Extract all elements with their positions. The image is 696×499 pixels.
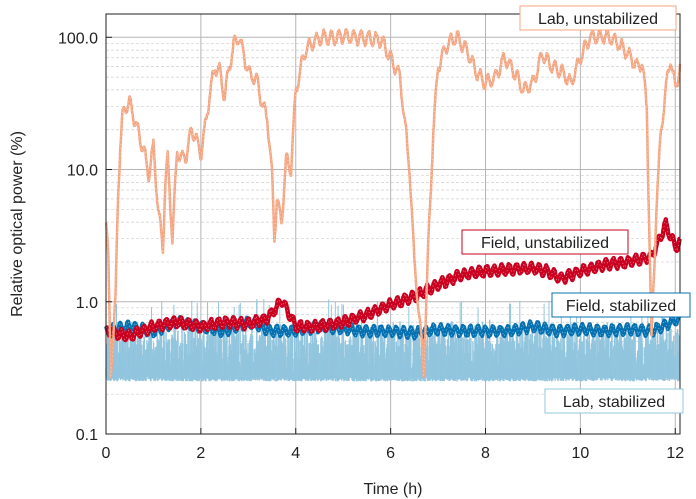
legend-box	[544, 388, 684, 414]
legend-box	[551, 292, 691, 318]
series-line	[104, 217, 682, 343]
x-tick-label: 0	[102, 445, 111, 462]
legend-layer: Lab, unstabilized Field, unstabilized Fiel…	[461, 5, 691, 414]
y-tick-label: 0.1	[76, 427, 98, 444]
legend-label: Field, stabilized	[566, 298, 676, 315]
y-axis-label: Relative optical power (%)	[9, 131, 26, 317]
y-tick-label: 10.0	[67, 163, 98, 180]
x-tick-label: 8	[481, 445, 490, 462]
x-tick-label: 6	[386, 445, 395, 462]
x-axis-ticks: 0 2 4 6 8 10 12	[102, 428, 684, 462]
legend-label: Lab, unstabilized	[538, 11, 658, 28]
legend-label: Lab, stabilized	[563, 394, 665, 411]
y-tick-label: 1.0	[76, 295, 98, 312]
y-tick-label: 100.0	[58, 30, 98, 47]
plot-frame	[105, 13, 681, 435]
x-tick-label: 4	[291, 445, 300, 462]
x-tick-label: 2	[196, 445, 205, 462]
series-1	[104, 217, 682, 343]
legend-label: Field, unstabilized	[481, 235, 609, 252]
x-tick-label: 10	[571, 445, 589, 462]
x-tick-label: 12	[666, 445, 684, 462]
series-0	[104, 27, 682, 379]
x-axis-label: Time (h)	[364, 481, 423, 498]
legend-box	[461, 229, 629, 255]
legend-box	[519, 5, 677, 31]
series-layer	[104, 27, 682, 382]
series-line	[104, 27, 682, 379]
y-axis-ticks: 0.1 1.0 10.0 100.0	[58, 30, 112, 444]
